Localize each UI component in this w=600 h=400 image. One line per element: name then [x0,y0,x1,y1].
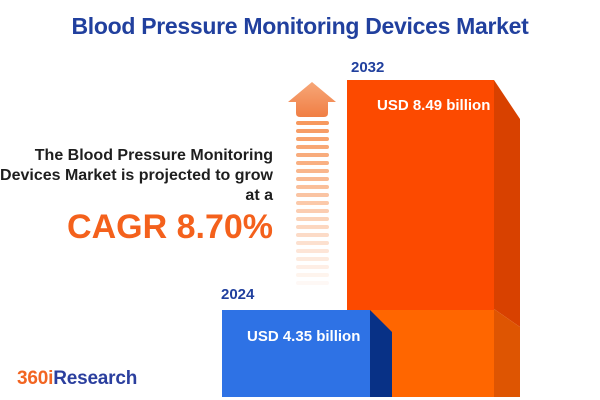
arrow-stripe [296,161,329,165]
arrow-stripe [296,193,329,197]
arrow-stripe [296,265,329,269]
arrow-stripe [296,241,329,245]
logo-prefix: 360i [17,368,54,389]
description-line: The Blood Pressure Monitoring [34,147,273,164]
arrow-stripe [296,217,329,221]
bar-2032 [347,80,494,310]
bar-2032-side-face [494,80,520,397]
arrow-stripe [296,177,329,181]
logo-suffix: Research [53,368,138,389]
arrow-stripe [296,169,329,173]
bar-2024 [222,310,370,397]
arrow-stripe [296,145,329,149]
arrow-tail-stripes [296,121,329,289]
arrow-stripe [296,137,329,141]
description-line: at a [245,187,273,204]
growth-arrow-icon [286,81,338,285]
arrow-stripe [296,201,329,205]
arrow-stripe [296,233,329,237]
arrow-stripe [296,257,329,261]
description-line: Devices Market is projected to grow [0,167,273,184]
growth-description: The Blood Pressure Monitoring Devices Ma… [0,146,273,245]
arrow-stripe [296,281,329,285]
cagr-value: CAGR 8.70% [67,208,273,246]
arrow-stripe [296,225,329,229]
arrow-stripe [296,121,329,125]
company-logo: 360iResearch [17,368,137,390]
arrow-stripe [296,209,329,213]
bar-value-2032: USD 8.49 billion [377,97,491,114]
arrow-stripe [296,249,329,253]
arrow-stripe [296,273,329,277]
bar-year-label-2032: 2032 [351,59,385,76]
bar-year-label-2024: 2024 [221,286,255,303]
arrow-stripe [296,185,329,189]
bar-value-2024: USD 4.35 billion [247,328,361,345]
arrow-head-icon [288,82,336,117]
arrow-stripe [296,129,329,133]
page-title: Blood Pressure Monitoring Devices Market [71,13,529,39]
bar-2024-side-face [370,310,392,397]
arrow-stripe [296,153,329,157]
